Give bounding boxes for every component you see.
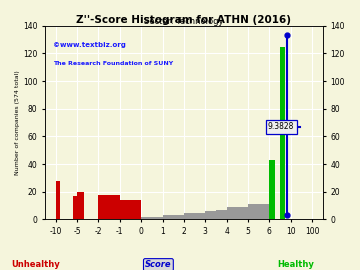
Bar <box>162 215 173 220</box>
Bar <box>152 217 162 220</box>
Y-axis label: Number of companies (574 total): Number of companies (574 total) <box>15 70 20 175</box>
Bar <box>216 210 227 220</box>
Text: Score: Score <box>145 260 172 269</box>
Text: The Research Foundation of SUNY: The Research Foundation of SUNY <box>53 60 174 66</box>
Text: ©www.textbiz.org: ©www.textbiz.org <box>53 42 126 48</box>
Bar <box>98 195 120 220</box>
Text: Healthy: Healthy <box>277 260 314 269</box>
Bar <box>55 181 60 220</box>
Bar <box>248 204 259 220</box>
Bar <box>259 204 269 220</box>
Bar <box>227 207 237 220</box>
Bar <box>184 212 194 220</box>
Text: Sector: Technology: Sector: Technology <box>144 17 224 26</box>
Bar <box>280 46 285 220</box>
Bar <box>141 217 152 220</box>
Bar <box>205 211 216 220</box>
Text: 9.3828: 9.3828 <box>268 122 294 131</box>
Text: Unhealthy: Unhealthy <box>12 260 60 269</box>
Bar <box>194 212 205 220</box>
Title: Z''-Score Histogram for ATHN (2016): Z''-Score Histogram for ATHN (2016) <box>76 15 291 25</box>
Bar <box>120 200 141 220</box>
Bar <box>173 215 184 220</box>
Bar <box>77 192 84 220</box>
Bar <box>237 207 248 220</box>
Bar <box>269 160 275 220</box>
Bar <box>73 196 77 220</box>
